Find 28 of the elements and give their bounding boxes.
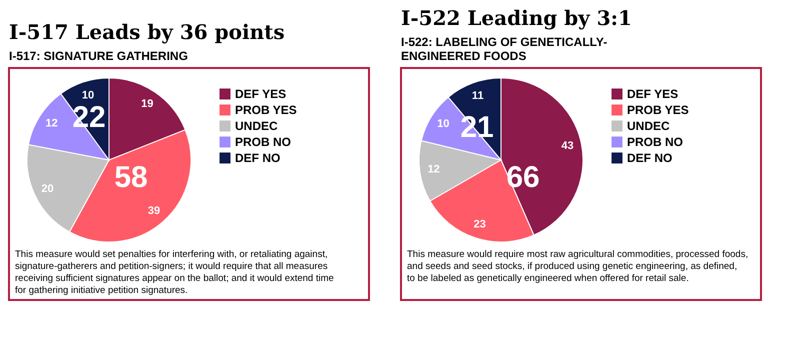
data-label: 39 bbox=[148, 205, 160, 218]
data-label: 10 bbox=[82, 89, 94, 102]
text: This measure would set penalties for interfering with, or retaliating against, signature-gatherers and petition-signers; it would require that all measures receiving sufficient signatures appear on the ballot; and it would extend time for gathering initiative petition signatures. bbox=[15, 249, 334, 296]
legend-label: PROB NO bbox=[627, 135, 684, 149]
data-label: 20 bbox=[41, 182, 54, 195]
legend-label: DEF NO bbox=[235, 151, 280, 165]
legend-label: PROB YES bbox=[627, 103, 689, 117]
data-label: 10 bbox=[437, 118, 450, 130]
data-label: 12 bbox=[428, 164, 440, 176]
chart-subtitle: I-517: SIGNATURE GATHERING bbox=[9, 49, 188, 63]
chart-title: I-517 Leads by 36 points bbox=[9, 20, 285, 44]
data-label: 43 bbox=[561, 140, 574, 152]
data-label: 12 bbox=[45, 118, 58, 130]
legend-label: UNDEC bbox=[627, 119, 670, 133]
text: 58 bbox=[114, 161, 148, 194]
legend-label: DEF YES bbox=[627, 87, 678, 101]
legend-label: PROB YES bbox=[235, 103, 297, 117]
text: 66 bbox=[506, 161, 540, 194]
chart-title: I-522 Leading by 3:1 bbox=[401, 6, 632, 30]
chart-subtitle: I-522: LABELING OF GENETICALLY-ENGINEERED FOODS bbox=[401, 35, 608, 63]
text: This measure would require most raw agricultural commodities, processed foods, and seeds and seed stocks, if produced using genetic engineering, as defined, to be labeled as genetically engineered when offered for retail sale. bbox=[407, 249, 748, 284]
legend-label: DEF NO bbox=[627, 151, 672, 165]
data-label: 11 bbox=[472, 90, 484, 102]
data-label: 23 bbox=[474, 218, 486, 231]
legend-label: PROB NO bbox=[235, 135, 292, 149]
legend-label: UNDEC bbox=[235, 119, 278, 133]
legend-label: DEF YES bbox=[235, 87, 286, 101]
data-label: 19 bbox=[141, 98, 154, 110]
